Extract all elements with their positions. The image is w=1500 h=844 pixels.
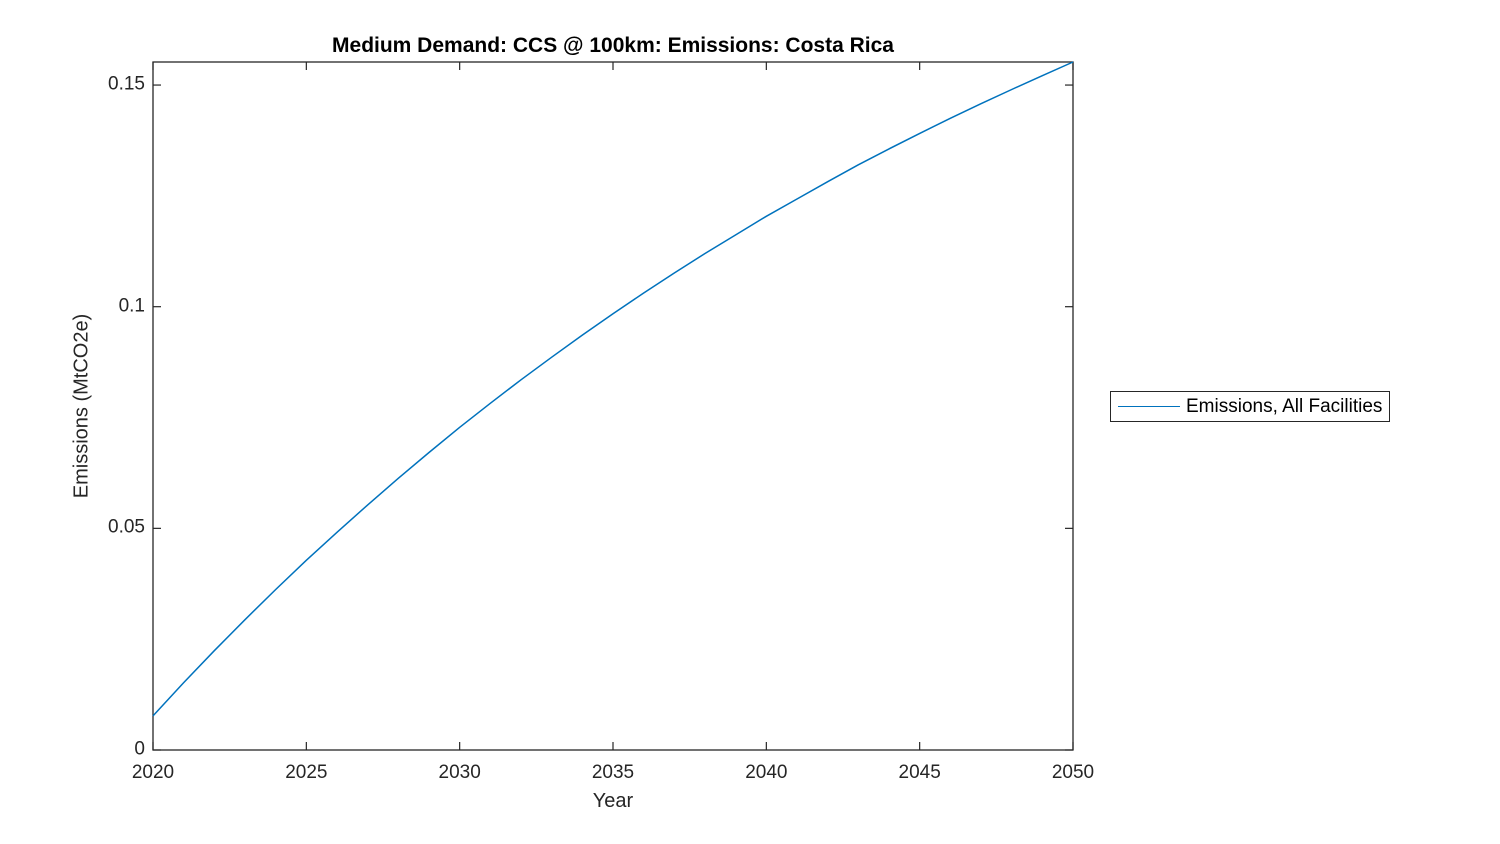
legend-line-sample-icon (1118, 406, 1180, 407)
x-tick-label: 2040 (745, 762, 788, 783)
y-tick-label: 0 (134, 738, 145, 760)
x-tick-label: 2030 (438, 762, 481, 783)
y-tick-label: 0.05 (108, 516, 145, 538)
x-axis-label: Year (592, 790, 634, 812)
legend: Emissions, All Facilities (1110, 391, 1391, 422)
axes-box (152, 61, 1074, 751)
y-tick-label: 0.1 (118, 295, 145, 317)
x-tick-label: 2050 (1051, 762, 1095, 783)
x-tick-label: 2025 (285, 762, 328, 783)
x-tick-label: 2045 (898, 762, 941, 783)
y-tick-label: 0.15 (108, 73, 145, 95)
chart-title: Medium Demand: CCS @ 100km: Emissions: C… (332, 34, 894, 57)
x-tick-label: 2035 (591, 762, 635, 783)
x-tick-label: 2020 (131, 762, 175, 783)
series-line (152, 61, 1074, 717)
legend-label: Emissions, All Facilities (1186, 395, 1383, 417)
